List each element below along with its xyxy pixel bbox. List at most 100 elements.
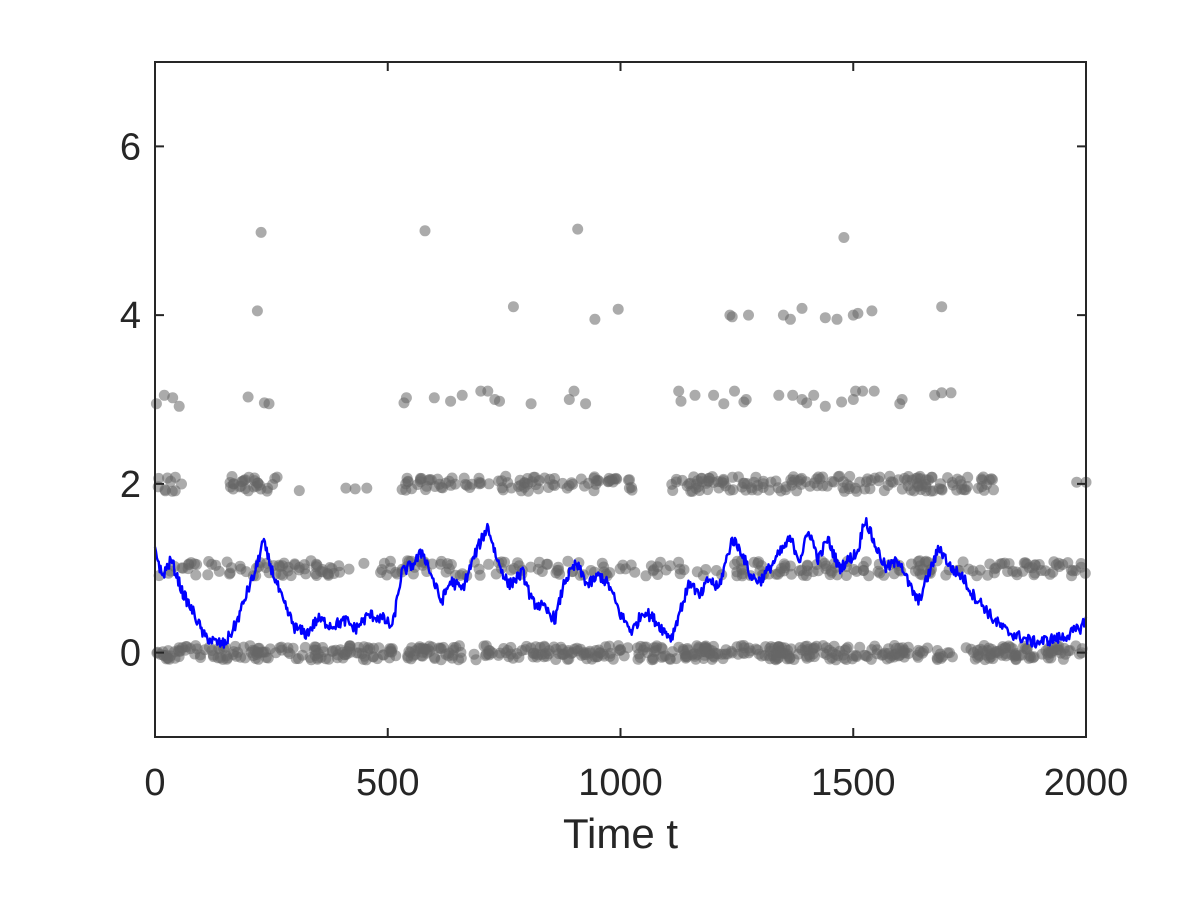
data-point	[159, 484, 171, 496]
data-point	[1066, 570, 1078, 582]
data-point	[251, 305, 263, 317]
data-point	[1007, 565, 1019, 577]
data-point	[551, 565, 563, 576]
data-point	[562, 645, 574, 656]
data-point	[784, 313, 796, 325]
data-point	[797, 569, 809, 581]
data-point	[340, 482, 352, 494]
data-point	[863, 570, 875, 582]
data-point	[202, 569, 214, 581]
x-tick-label: 1500	[811, 762, 896, 804]
data-point	[1075, 558, 1087, 569]
x-tick-label: 2000	[1044, 762, 1129, 804]
data-point	[276, 644, 288, 656]
data-point	[507, 301, 519, 313]
data-point	[848, 564, 860, 575]
data-point	[434, 642, 446, 654]
data-point	[794, 642, 806, 654]
data-point	[493, 649, 504, 661]
data-point	[415, 472, 426, 484]
data-point	[579, 480, 590, 492]
data-point	[581, 653, 593, 665]
data-point	[791, 485, 803, 497]
data-point	[299, 641, 311, 653]
data-point	[407, 568, 419, 580]
data-point	[349, 483, 361, 495]
data-point	[572, 645, 584, 657]
data-point	[402, 475, 414, 487]
data-point	[333, 560, 345, 572]
data-point	[852, 307, 864, 319]
data-point	[458, 472, 470, 484]
data-point	[909, 565, 921, 577]
data-point	[310, 561, 322, 573]
data-point	[727, 471, 738, 483]
x-tick-label: 500	[356, 762, 419, 804]
data-point	[227, 649, 239, 660]
y-tick-label: 6	[120, 126, 141, 168]
data-point	[673, 385, 685, 397]
data-point	[681, 651, 693, 663]
data-point	[743, 309, 754, 321]
data-point	[823, 644, 835, 656]
data-point	[923, 474, 934, 486]
data-point	[936, 387, 948, 399]
data-point	[674, 568, 686, 580]
data-point	[373, 642, 385, 654]
data-point	[224, 567, 236, 579]
data-point	[778, 558, 790, 570]
y-tick-label: 0	[120, 633, 141, 675]
data-point	[660, 564, 672, 576]
data-point	[250, 653, 261, 664]
data-point	[603, 475, 615, 487]
data-point	[667, 485, 679, 496]
data-point	[1071, 476, 1083, 488]
ticks: 0 500 1000 1500 2000 0 2 4 6	[120, 62, 1128, 804]
data-point	[206, 645, 218, 656]
data-point	[493, 475, 505, 487]
data-point	[505, 641, 517, 653]
data-point	[743, 642, 755, 654]
data-point	[527, 648, 539, 659]
data-point	[787, 389, 799, 401]
data-point	[718, 398, 730, 410]
data-point	[808, 389, 820, 401]
data-point	[887, 476, 899, 488]
data-point	[896, 394, 908, 405]
data-point	[490, 568, 502, 580]
data-point	[936, 484, 948, 496]
data-point	[807, 648, 819, 660]
data-point	[958, 484, 970, 496]
data-point	[617, 559, 629, 571]
data-point	[740, 394, 752, 405]
data-point	[191, 643, 203, 655]
data-point	[689, 389, 701, 401]
data-point	[322, 568, 334, 580]
data-point	[918, 645, 930, 657]
data-point	[165, 475, 177, 487]
data-point	[225, 481, 236, 493]
data-point	[708, 389, 720, 401]
data-point	[1024, 650, 1036, 662]
data-point	[854, 641, 866, 653]
data-point	[176, 478, 187, 490]
data-point	[177, 562, 189, 574]
data-point	[860, 650, 872, 662]
data-point	[234, 481, 246, 493]
x-tick-label: 0	[144, 762, 165, 804]
data-point	[963, 563, 975, 575]
data-point	[561, 482, 573, 494]
data-point	[284, 648, 296, 660]
data-point	[513, 481, 524, 492]
data-point	[539, 472, 551, 484]
data-point	[838, 232, 850, 243]
x-axis-label: Time t	[563, 810, 678, 857]
data-point	[770, 568, 782, 580]
data-point	[473, 476, 485, 488]
data-point	[664, 653, 676, 665]
data-point	[710, 565, 722, 576]
data-point	[735, 563, 747, 575]
data-point	[255, 226, 267, 238]
data-point	[902, 641, 914, 653]
